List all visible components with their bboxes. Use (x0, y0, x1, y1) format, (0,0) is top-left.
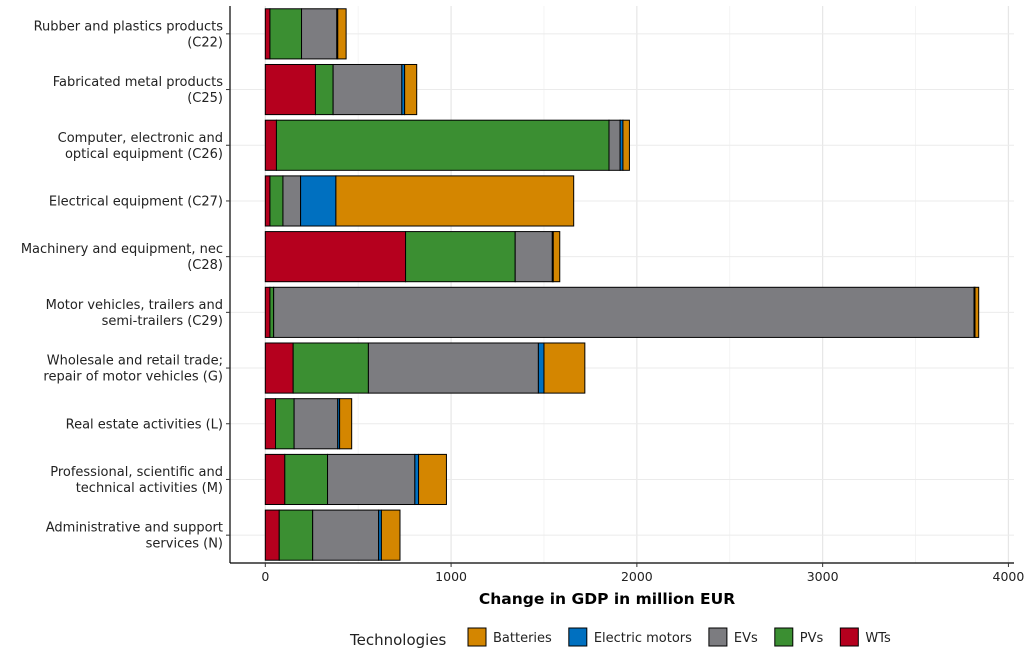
category-label: Electrical equipment (C27) (49, 194, 223, 209)
legend-label: EVs (734, 631, 758, 646)
bar-segment-evs (282, 175, 302, 227)
bar-segment-pvs (275, 398, 295, 450)
bar-segment-batteries (380, 509, 401, 561)
category-label: Rubber and plastics products (C22) (34, 19, 224, 50)
bar-segment-batteries (418, 453, 447, 506)
bar-segment-electric-motors (414, 453, 420, 506)
x-tick-labels: 0 1000 2000 3000 4000 (261, 569, 1024, 584)
category-label: Motor vehicles, trailers and semi-trailer… (46, 298, 223, 329)
bar-segment-pvs (405, 231, 516, 283)
legend-label: WTs (865, 631, 891, 646)
x-tick-label: 3000 (807, 569, 839, 584)
bar-segment-batteries (552, 231, 561, 283)
bars (264, 8, 980, 561)
legend-swatch-pvs (774, 627, 794, 647)
category-label: Fabricated metal products (C25) (53, 75, 224, 106)
bar-segment-batteries (974, 286, 980, 338)
legend-label: Electric motors (594, 631, 692, 646)
bar-segment-evs (312, 509, 380, 561)
bar-segment-batteries (543, 342, 586, 394)
bar-segment-batteries (339, 398, 353, 450)
category-label: Administrative and support services (N) (46, 521, 223, 552)
bar-segment-batteries (335, 175, 575, 227)
x-axis-label: Change in GDP in million EUR (479, 590, 735, 608)
bar-segment-batteries (404, 63, 418, 116)
category-label: Computer, electronic and optical equipmen… (58, 131, 223, 162)
bar-segment-evs (273, 286, 975, 338)
bar-segment-evs (301, 8, 338, 60)
bar-segment-wts (264, 231, 407, 283)
x-tick-label: 1000 (435, 569, 467, 584)
legend-swatch-wts (839, 627, 859, 647)
bar-segment-wts (264, 175, 271, 227)
category-label: Machinery and equipment, nec (C28) (21, 242, 223, 273)
bar-segment-pvs (278, 509, 314, 561)
bar-segment-pvs (292, 342, 369, 394)
x-tick-label: 2000 (621, 569, 653, 584)
legend-swatch-evs (708, 627, 728, 647)
bar-segment-wts (264, 8, 271, 60)
bar-segment-wts (264, 509, 280, 561)
category-label: Professional, scientific and technical ac… (50, 465, 223, 496)
bar-segment-pvs (284, 453, 329, 506)
bar-segment-wts (264, 453, 286, 506)
bar-segment-wts (264, 119, 277, 171)
category-label: Wholesale and retail trade; repair of mot… (43, 354, 223, 385)
bar-segment-electric-motors (300, 175, 337, 227)
bar-segment-evs (332, 63, 403, 116)
bar-segment-evs (293, 398, 339, 450)
bar-segment-evs (327, 453, 416, 506)
x-tick-label: 4000 (993, 569, 1025, 584)
bar-segment-evs (514, 231, 553, 283)
bar-segment-wts (264, 398, 277, 450)
bar-segment-evs (367, 342, 539, 394)
legend-label: Batteries (493, 631, 552, 646)
bar-segment-wts (264, 63, 316, 116)
bar-segment-batteries (622, 119, 630, 171)
bar-segment-wts (264, 342, 294, 394)
bar-segment-pvs (269, 175, 284, 227)
legend-title: Technologies (349, 631, 447, 649)
bar-segment-pvs (269, 286, 275, 338)
bar-segment-pvs (314, 63, 334, 116)
legend-label: PVs (800, 631, 824, 646)
x-tick-label: 0 (261, 569, 269, 584)
category-label: Real estate activities (L) (66, 417, 223, 432)
bar-segment-batteries (337, 8, 347, 60)
legend-swatch-electric-motors (568, 627, 588, 647)
legend-swatch-batteries (467, 627, 487, 647)
bar-segment-electric-motors (537, 342, 545, 394)
bar-segment-pvs (275, 119, 610, 171)
category-labels: Rubber and plastics products (C22) Fabrica… (21, 19, 223, 551)
bar-segment-pvs (269, 8, 303, 60)
bar-segment-wts (264, 286, 271, 338)
axes (226, 6, 1014, 567)
legend: Technologies Batteries Electric motors EVs… (349, 627, 891, 649)
bar-segment-evs (608, 119, 621, 171)
